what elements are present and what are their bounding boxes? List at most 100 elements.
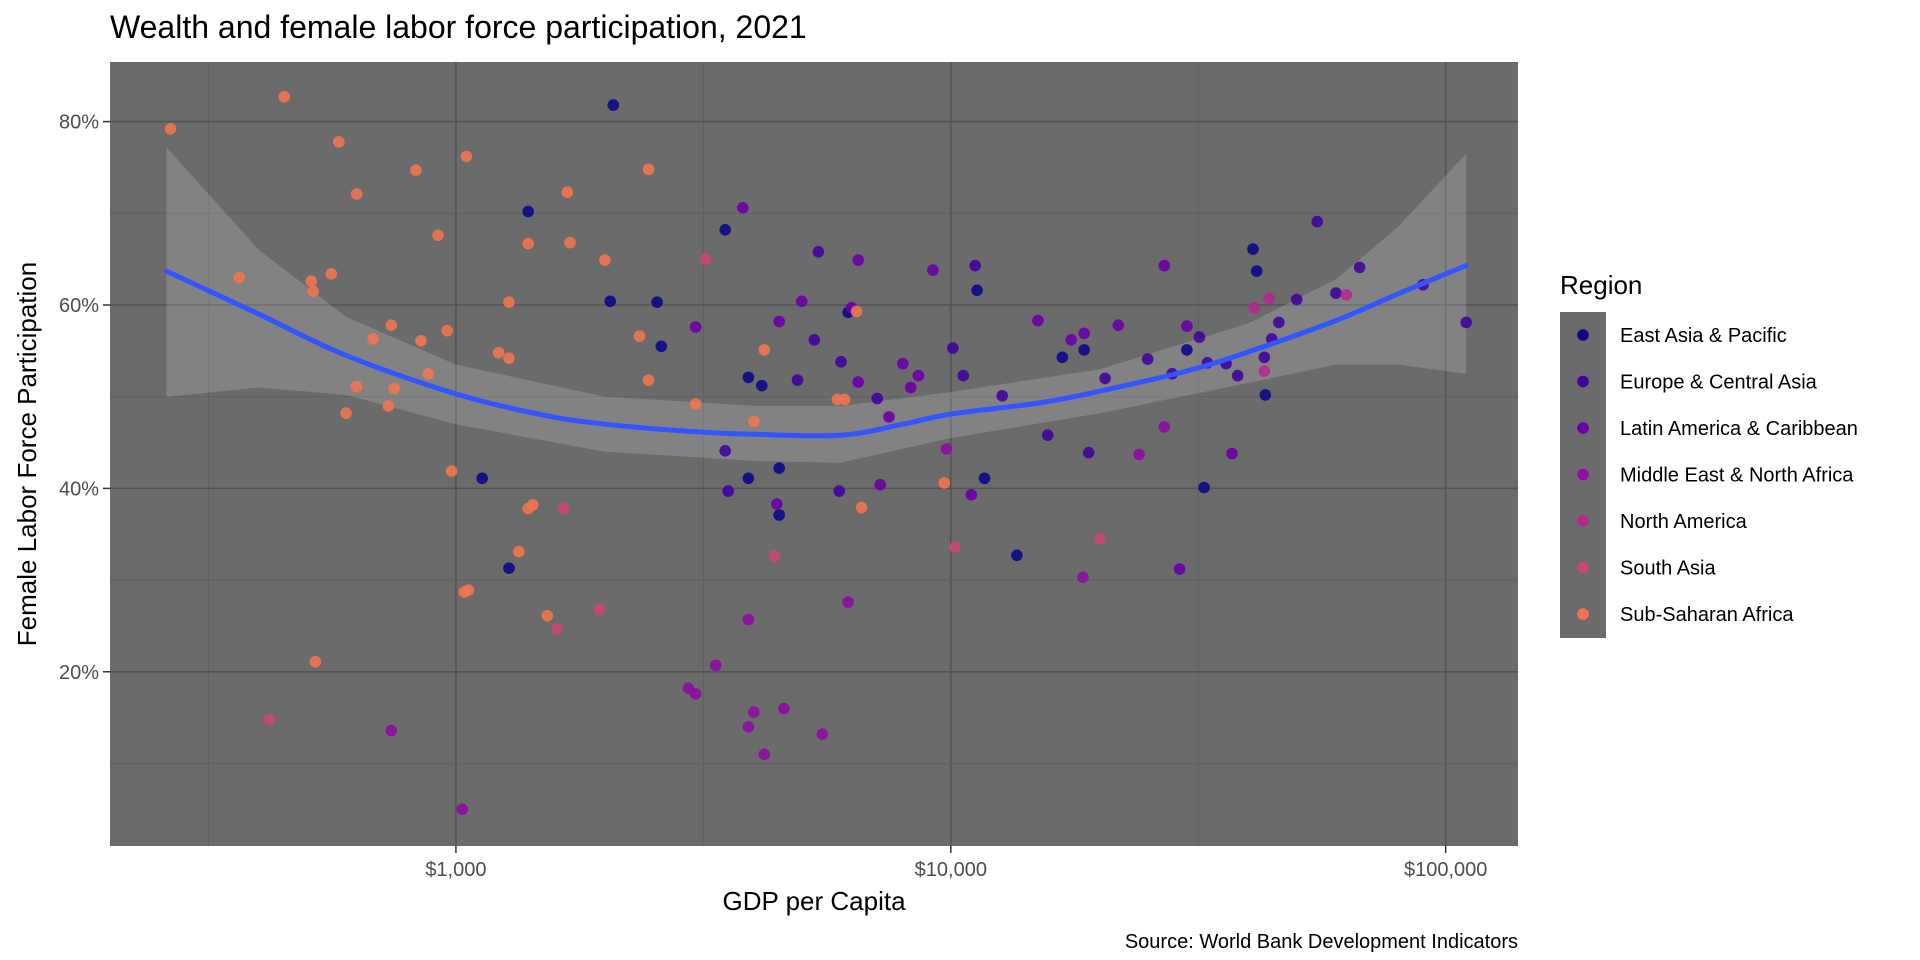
data-point	[1094, 533, 1106, 545]
legend-entry-label: Latin America & Caribbean	[1620, 418, 1858, 440]
data-point	[1141, 353, 1154, 365]
data-point	[852, 254, 864, 266]
data-point	[422, 368, 435, 380]
data-point	[1263, 292, 1275, 305]
trend-line-path	[163, 263, 1469, 439]
y-axis-ticks: 20% 40% 60% 80%	[59, 112, 110, 684]
data-point	[1198, 481, 1210, 494]
data-point	[1173, 563, 1186, 575]
data-point	[855, 501, 868, 514]
data-point	[385, 319, 398, 332]
data-point	[742, 721, 755, 733]
data-point	[527, 499, 539, 511]
data-point	[737, 202, 749, 214]
data-point	[748, 415, 760, 428]
data-point	[388, 382, 400, 395]
data-point	[1032, 314, 1044, 327]
data-point	[522, 205, 534, 218]
data-point	[305, 275, 318, 288]
gridlines	[110, 62, 1518, 846]
data-point	[410, 164, 422, 176]
data-point	[871, 392, 883, 405]
data-point	[642, 163, 655, 176]
data-point	[940, 443, 953, 455]
data-point	[947, 342, 959, 354]
data-point	[1258, 365, 1271, 377]
data-point	[812, 246, 825, 258]
data-point	[655, 340, 668, 353]
data-point	[367, 333, 379, 345]
data-point	[1041, 429, 1054, 442]
data-point	[1258, 351, 1271, 364]
data-point	[456, 803, 469, 816]
y-axis-label: Female Labor Force Participation	[12, 262, 42, 646]
data-point	[432, 229, 444, 242]
x-tick-label: $1,000	[425, 859, 486, 881]
data-point	[1460, 316, 1472, 329]
data-point	[689, 321, 702, 333]
data-point	[1248, 301, 1260, 314]
data-point	[503, 352, 515, 365]
legend-key-dot	[1577, 329, 1589, 341]
data-point	[460, 150, 473, 163]
data-point	[957, 369, 970, 382]
data-point	[897, 357, 909, 370]
data-point	[971, 284, 983, 297]
data-point	[838, 393, 851, 406]
data-point	[233, 271, 246, 284]
legend-entry-label: South Asia	[1620, 558, 1717, 580]
data-point	[758, 344, 771, 356]
data-point	[1340, 289, 1353, 301]
data-point	[503, 562, 515, 574]
data-point	[1181, 320, 1193, 332]
data-point	[965, 489, 978, 501]
data-point	[557, 502, 570, 515]
data-point	[340, 407, 352, 420]
data-point	[938, 477, 951, 489]
data-point	[1078, 327, 1090, 340]
data-point	[1330, 287, 1342, 299]
data-point	[325, 268, 338, 280]
data-point	[1273, 316, 1285, 329]
x-tick-label: $100,000	[1404, 859, 1487, 881]
data-point	[441, 324, 453, 337]
data-point	[742, 371, 755, 384]
data-point	[874, 478, 886, 491]
data-point	[350, 380, 363, 393]
data-point	[969, 259, 981, 272]
legend-key-dot	[1577, 422, 1589, 434]
data-point	[768, 550, 781, 562]
y-tick-label: 20%	[59, 662, 99, 684]
data-point	[758, 748, 771, 761]
legend-key-dot	[1577, 608, 1589, 620]
data-point	[833, 485, 845, 497]
legend-title: Region	[1560, 270, 1642, 300]
data-point	[996, 390, 1008, 402]
data-point	[561, 186, 574, 198]
y-tick-label: 80%	[59, 112, 99, 134]
chart-title: Wealth and female labor force participat…	[110, 9, 807, 45]
data-point	[164, 123, 177, 135]
trend-line	[163, 263, 1469, 439]
data-points	[164, 91, 1472, 816]
y-tick-label: 60%	[59, 295, 99, 317]
data-point	[382, 400, 395, 412]
x-tick-label: $10,000	[915, 859, 987, 881]
data-point	[904, 381, 917, 394]
data-point	[522, 237, 534, 250]
data-point	[415, 335, 427, 347]
data-point	[1077, 571, 1089, 584]
data-point	[796, 295, 808, 308]
data-point	[1259, 389, 1272, 401]
data-point	[722, 485, 734, 497]
data-point	[742, 472, 755, 485]
data-point	[850, 305, 863, 318]
legend-entry-label: Europe & Central Asia	[1620, 372, 1818, 394]
data-point	[927, 264, 939, 276]
data-point	[709, 659, 722, 672]
data-point	[1112, 319, 1125, 332]
data-point	[564, 236, 576, 249]
data-point	[593, 603, 606, 616]
y-tick-label: 40%	[59, 478, 99, 500]
data-point	[978, 472, 991, 485]
